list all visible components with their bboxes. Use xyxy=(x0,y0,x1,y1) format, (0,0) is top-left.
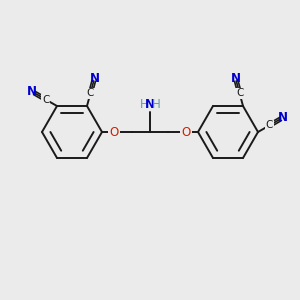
Text: N: N xyxy=(27,85,37,98)
Text: C: C xyxy=(236,88,243,98)
Text: H: H xyxy=(152,98,160,110)
Text: N: N xyxy=(145,98,155,110)
Text: C: C xyxy=(87,88,94,98)
Text: C: C xyxy=(266,121,273,130)
Text: N: N xyxy=(230,71,241,85)
Text: O: O xyxy=(110,125,118,139)
Text: O: O xyxy=(182,125,190,139)
Text: N: N xyxy=(89,71,100,85)
Text: H: H xyxy=(140,98,148,110)
Text: N: N xyxy=(278,111,288,124)
Text: C: C xyxy=(42,94,50,104)
